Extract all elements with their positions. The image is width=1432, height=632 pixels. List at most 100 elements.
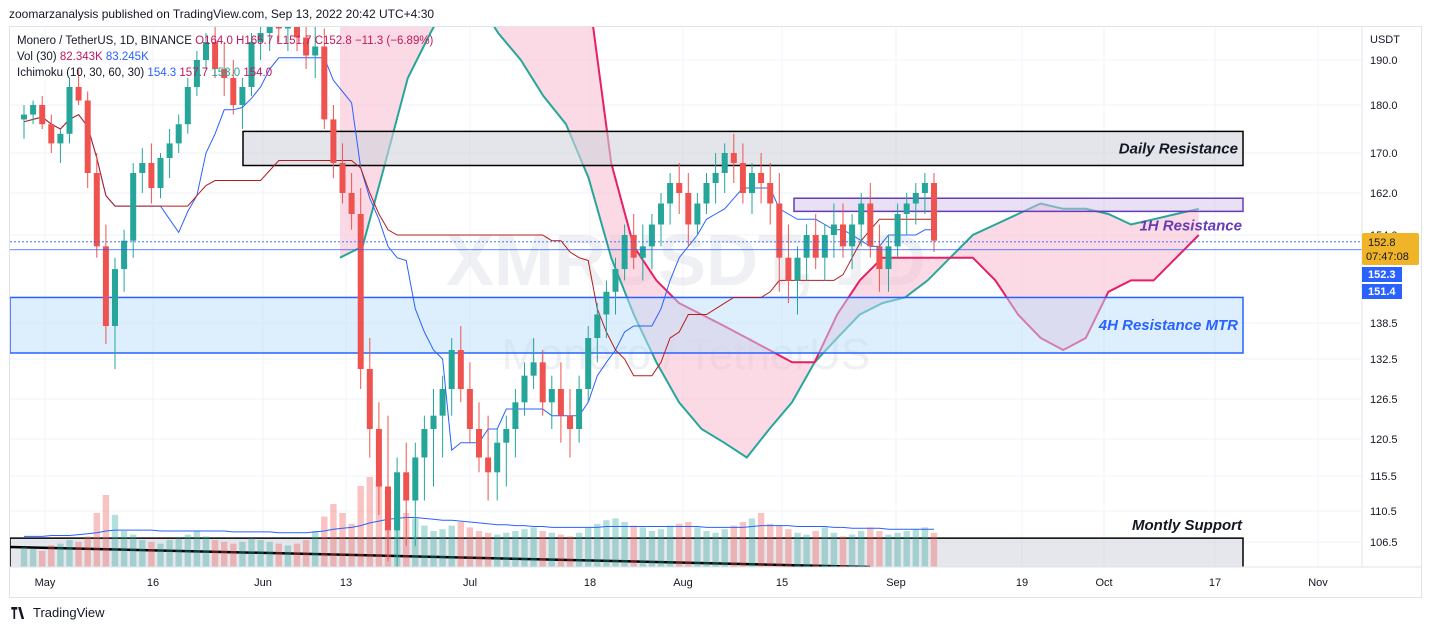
candle[interactable] — [203, 33, 209, 69]
candle[interactable] — [557, 362, 564, 443]
candle[interactable] — [739, 143, 746, 204]
candle[interactable] — [403, 442, 410, 546]
candle[interactable] — [239, 78, 246, 129]
candle[interactable] — [375, 402, 382, 515]
candle[interactable] — [776, 173, 783, 292]
candle[interactable] — [603, 280, 610, 338]
candle[interactable] — [921, 173, 928, 214]
candle[interactable] — [175, 114, 182, 153]
candle[interactable] — [721, 143, 728, 193]
candle[interactable] — [903, 193, 910, 235]
candle[interactable] — [858, 193, 865, 247]
candle[interactable] — [130, 163, 137, 258]
candle[interactable] — [803, 224, 810, 281]
candle[interactable] — [21, 105, 27, 139]
candle[interactable] — [30, 100, 37, 125]
candle[interactable] — [102, 224, 109, 345]
candle[interactable] — [485, 415, 492, 501]
candle[interactable] — [448, 338, 455, 416]
candle[interactable] — [794, 246, 801, 315]
candle[interactable] — [639, 224, 646, 281]
candle[interactable] — [685, 173, 692, 247]
candle[interactable] — [139, 148, 146, 193]
candle[interactable] — [849, 214, 856, 270]
candle[interactable] — [121, 229, 128, 292]
candle[interactable] — [439, 375, 446, 458]
candle[interactable] — [339, 143, 346, 204]
candle[interactable] — [348, 173, 355, 230]
candle[interactable] — [585, 326, 592, 403]
candle[interactable] — [221, 42, 228, 96]
candle[interactable] — [730, 133, 737, 183]
candle[interactable] — [821, 224, 828, 281]
candle[interactable] — [112, 257, 118, 369]
candle[interactable] — [712, 153, 719, 204]
candle[interactable] — [931, 173, 937, 253]
candle[interactable] — [530, 338, 537, 389]
candle[interactable] — [421, 415, 428, 501]
candle[interactable] — [366, 338, 373, 458]
time-axis-bg[interactable] — [10, 567, 1421, 597]
candle[interactable] — [148, 143, 155, 204]
candle[interactable] — [93, 153, 100, 258]
candle[interactable] — [521, 362, 528, 416]
chart-frame[interactable]: XMRUSDT, 1DMonero / TetherUS Daily Resis… — [9, 0, 1422, 598]
candlestick-chart[interactable]: XMRUSDT, 1DMonero / TetherUS Daily Resis… — [9, 0, 1421, 597]
candle[interactable] — [785, 224, 792, 304]
candle[interactable] — [576, 375, 583, 443]
candle[interactable] — [166, 129, 173, 178]
candle[interactable] — [548, 375, 555, 429]
candle[interactable] — [676, 163, 683, 214]
candle[interactable] — [193, 51, 200, 96]
candle[interactable] — [330, 105, 337, 178]
candle[interactable] — [749, 163, 755, 214]
candle[interactable] — [312, 24, 319, 78]
candle[interactable] — [621, 224, 628, 281]
candle[interactable] — [894, 203, 901, 258]
candle[interactable] — [75, 69, 82, 105]
candle[interactable] — [912, 183, 919, 225]
candle[interactable] — [476, 402, 482, 473]
candle[interactable] — [567, 389, 573, 458]
candle[interactable] — [539, 350, 546, 416]
candle[interactable] — [430, 389, 437, 487]
price-axis-bg[interactable] — [1362, 27, 1421, 597]
candle[interactable] — [394, 457, 401, 577]
zone-2-box[interactable] — [9, 296, 1244, 354]
candle[interactable] — [84, 91, 91, 189]
candle[interactable] — [39, 96, 46, 129]
candle[interactable] — [512, 389, 519, 458]
candle[interactable] — [876, 224, 883, 292]
candle[interactable] — [667, 173, 674, 225]
candle[interactable] — [830, 203, 837, 258]
candle[interactable] — [658, 193, 664, 247]
candle[interactable] — [466, 362, 473, 443]
candle[interactable] — [57, 129, 64, 163]
candle[interactable] — [66, 78, 73, 144]
candle[interactable] — [594, 303, 601, 363]
candle[interactable] — [357, 188, 364, 389]
candle[interactable] — [248, 33, 255, 96]
candle[interactable] — [494, 429, 501, 501]
candle[interactable] — [612, 257, 619, 315]
candle[interactable] — [321, 28, 328, 130]
candle[interactable] — [630, 214, 637, 270]
candle[interactable] — [412, 442, 419, 546]
candle[interactable] — [694, 193, 701, 235]
candle[interactable] — [385, 415, 391, 562]
candle[interactable] — [48, 114, 55, 153]
footer-brand[interactable]: TradingView — [10, 605, 105, 620]
candle[interactable] — [212, 24, 219, 78]
candle[interactable] — [257, 24, 264, 60]
candle[interactable] — [840, 203, 846, 258]
candle[interactable] — [157, 153, 164, 199]
candle[interactable] — [457, 326, 464, 403]
candle[interactable] — [767, 163, 774, 225]
candle[interactable] — [867, 183, 874, 258]
candle[interactable] — [503, 415, 510, 487]
candle[interactable] — [703, 173, 710, 214]
candle[interactable] — [885, 235, 892, 292]
candle[interactable] — [184, 78, 191, 134]
candle[interactable] — [758, 153, 765, 204]
candle[interactable] — [230, 60, 237, 115]
